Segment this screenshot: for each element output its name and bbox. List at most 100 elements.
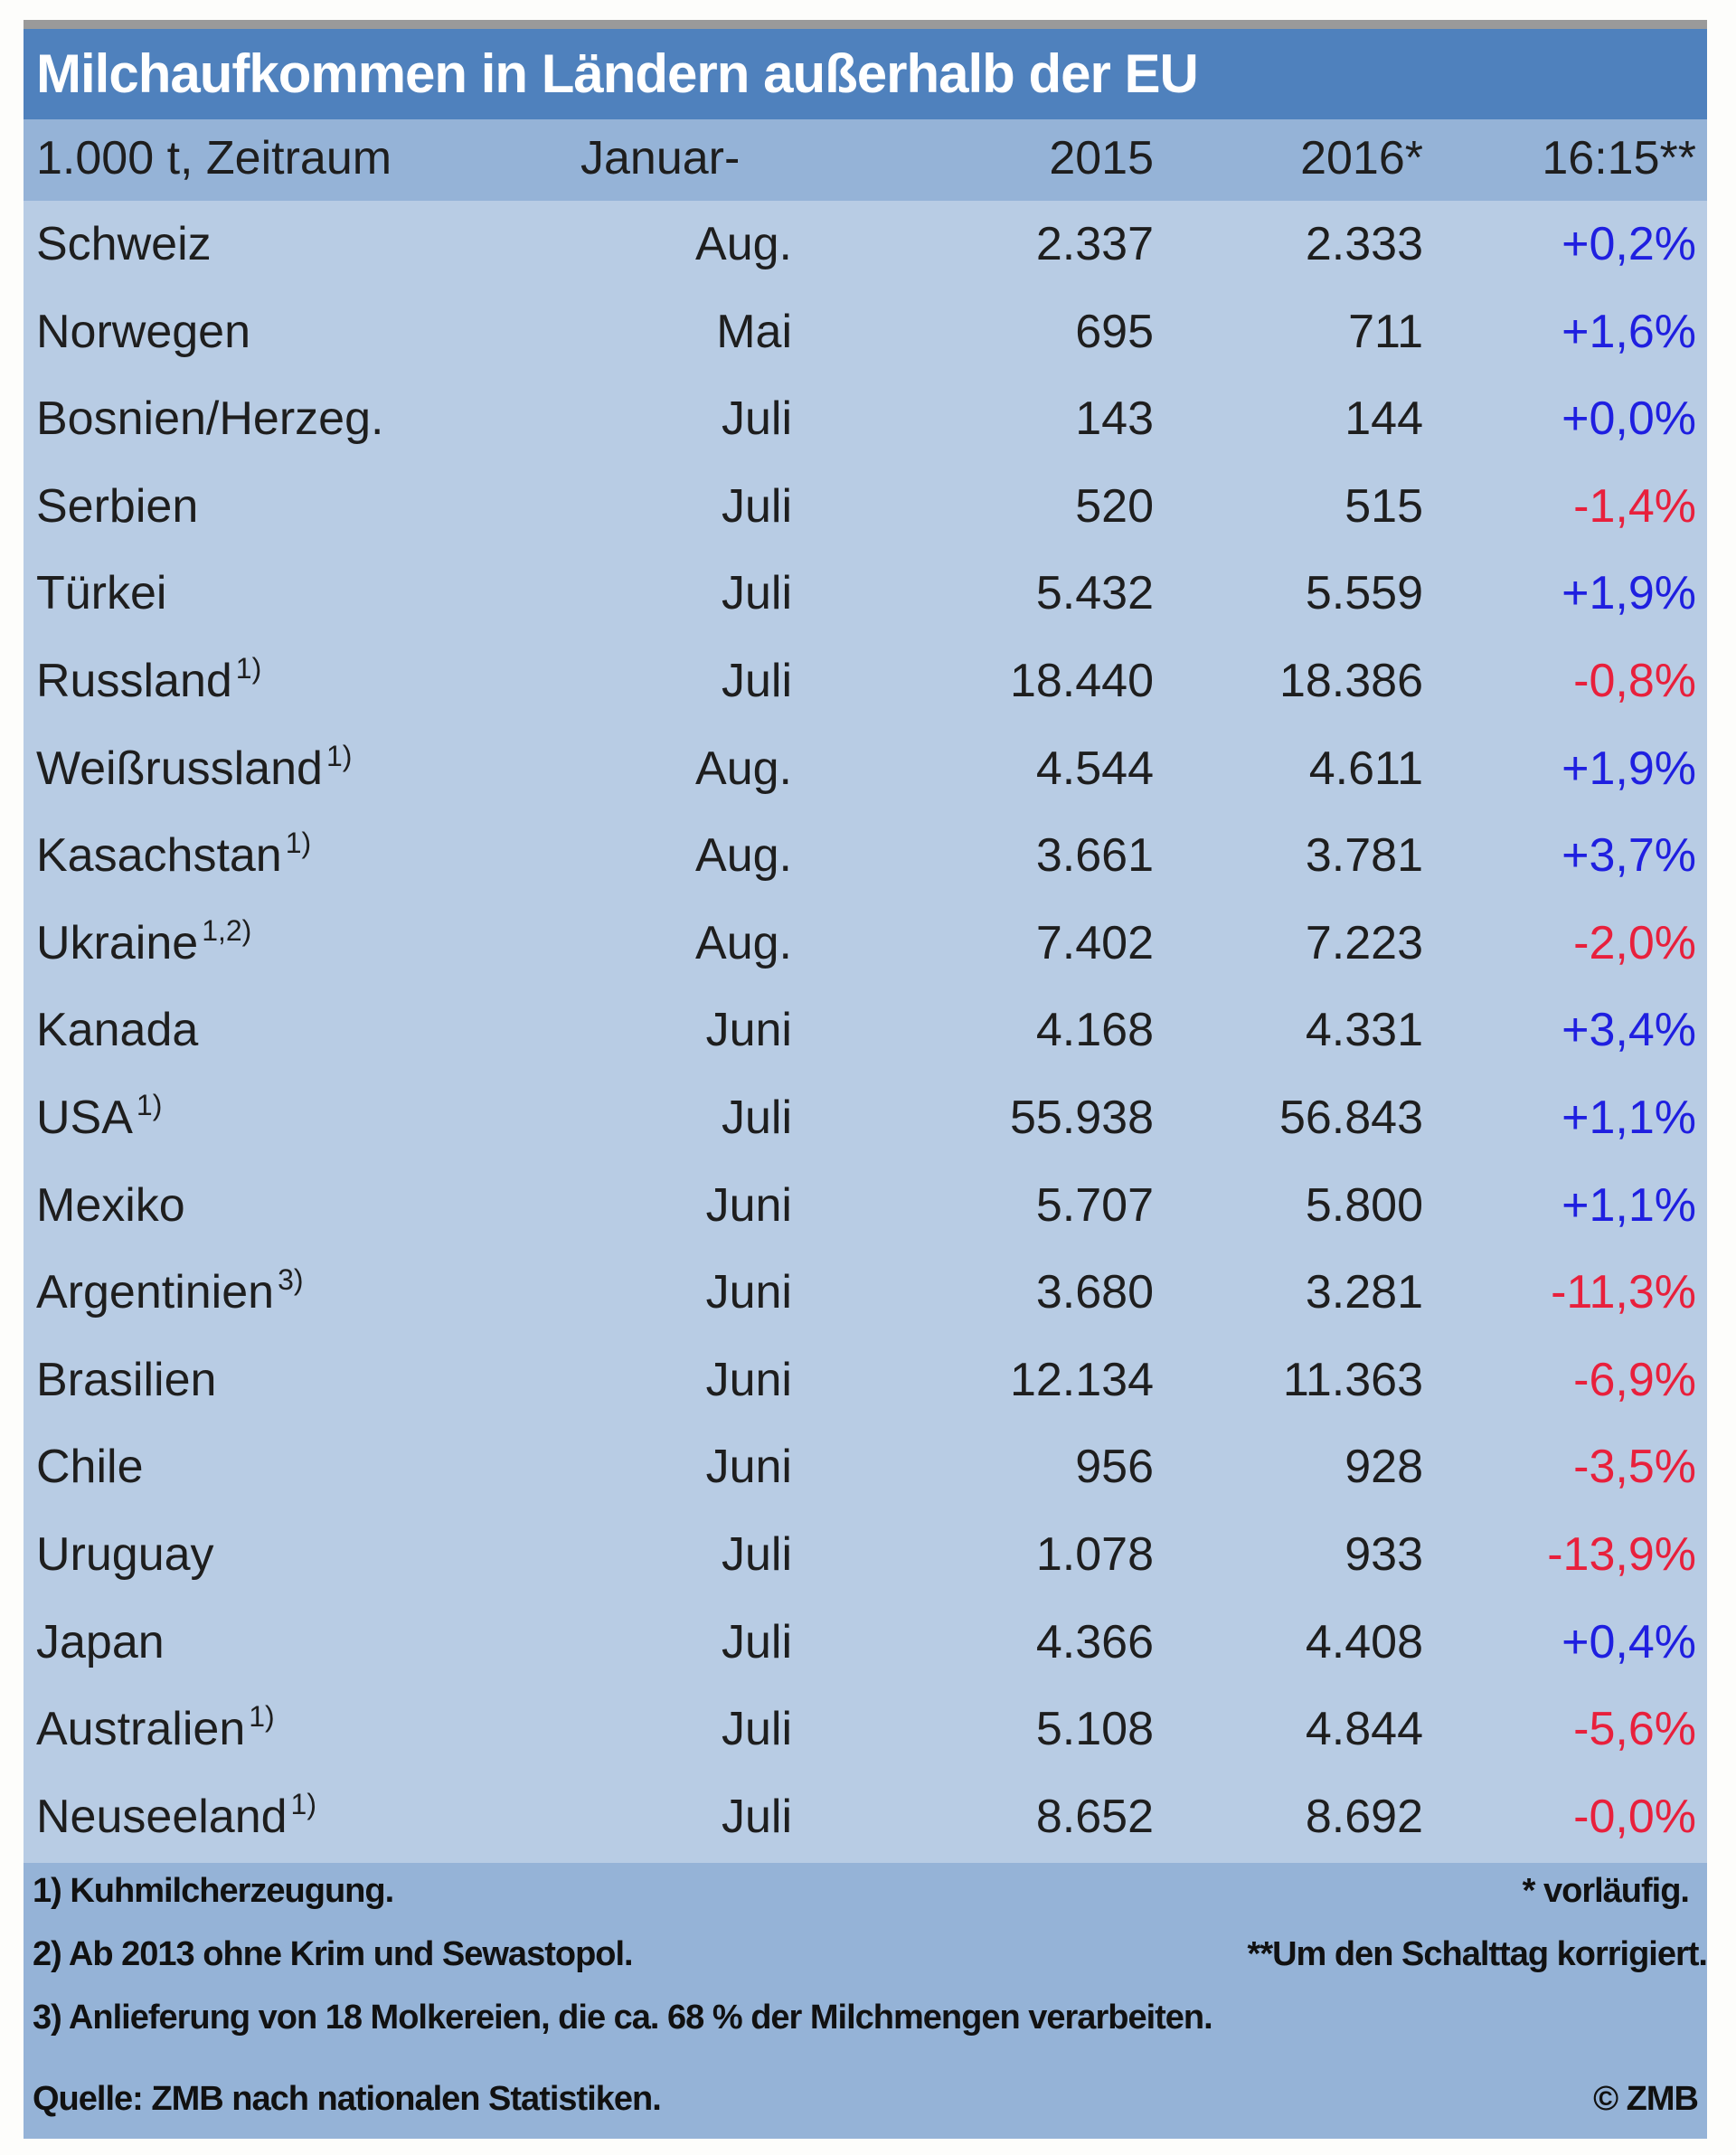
- change-cell: -0,0%: [1573, 1790, 1696, 1843]
- country-cell: USA 1): [36, 1074, 162, 1161]
- month-cell: Mai: [716, 305, 792, 358]
- value-2016-cell: 4.408: [1305, 1615, 1423, 1668]
- value-2015-cell: 55.938: [1009, 1091, 1154, 1144]
- value-2016-cell: 711: [1348, 305, 1423, 358]
- table-row: Australien 1) Juli 5.108 4.844 -5,6%: [24, 1686, 1707, 1773]
- country-name: Ukraine: [36, 916, 199, 969]
- country-name: USA: [36, 1091, 133, 1144]
- change-cell: +3,7%: [1561, 829, 1696, 883]
- change-cell: +1,6%: [1561, 305, 1696, 358]
- table-row: Chile Juni 956 928 -3,5%: [24, 1423, 1707, 1511]
- footnote-preliminary: * vorläufig.: [1522, 1872, 1690, 1910]
- country-cell: Uruguay: [36, 1511, 214, 1598]
- country-name: Kanada: [36, 1004, 199, 1057]
- change-cell: -3,5%: [1573, 1441, 1696, 1494]
- header-change: 16:15**: [1542, 132, 1696, 184]
- country-cell: Bosnien/Herzeg.: [36, 375, 383, 462]
- value-2015-cell: 18.440: [1009, 654, 1154, 707]
- country-name: Australien: [36, 1703, 246, 1756]
- country-cell: Weißrussland 1): [36, 725, 352, 812]
- footnote-ref: 1): [290, 1787, 316, 1820]
- table-row: Japan Juli 4.366 4.408 +0,4%: [24, 1599, 1707, 1687]
- month-cell: Juni: [705, 1266, 792, 1319]
- change-cell: +1,1%: [1561, 1178, 1696, 1232]
- country-cell: Neuseeland 1): [36, 1773, 316, 1860]
- month-cell: Juli: [721, 1615, 792, 1668]
- value-2016-cell: 5.800: [1305, 1178, 1423, 1232]
- value-2016-cell: 7.223: [1305, 916, 1423, 969]
- footnote-ref: 1): [136, 1088, 163, 1121]
- country-cell: Chile: [36, 1423, 144, 1510]
- value-2015-cell: 956: [1075, 1441, 1154, 1494]
- footnote-leap-day: **Um den Schalttag korrigiert.: [1247, 1935, 1708, 1973]
- change-cell: +3,4%: [1561, 1004, 1696, 1057]
- country-name: Uruguay: [36, 1527, 214, 1581]
- country-cell: Norwegen: [36, 288, 250, 375]
- value-2016-cell: 8.692: [1305, 1790, 1423, 1843]
- value-2016-cell: 515: [1344, 479, 1423, 533]
- value-2015-cell: 1.078: [1035, 1527, 1154, 1581]
- table-row: Argentinien 3) Juni 3.680 3.281 -11,3%: [24, 1249, 1707, 1337]
- table-row: Serbien Juli 520 515 -1,4%: [24, 463, 1707, 551]
- month-cell: Juli: [721, 392, 792, 446]
- value-2015-cell: 4.544: [1035, 742, 1154, 795]
- change-cell: -13,9%: [1547, 1527, 1696, 1581]
- table-footer: 1) Kuhmilcherzeugung. * vorläufig. 2) Ab…: [24, 1863, 1708, 2139]
- value-2016-cell: 4.611: [1308, 742, 1423, 795]
- value-2016-cell: 4.844: [1305, 1703, 1423, 1756]
- table-row: Neuseeland 1) Juli 8.652 8.692 -0,0%: [24, 1773, 1707, 1861]
- value-2016-cell: 2.333: [1305, 218, 1423, 270]
- table-body: Schweiz Aug. 2.337 2.333 +0,2% Norwegen Mai 695…: [24, 201, 1707, 1860]
- month-cell: Juni: [705, 1353, 792, 1406]
- country-cell: Japan: [36, 1599, 165, 1686]
- table-row: Türkei Juli 5.432 5.559 +1,9%: [24, 550, 1707, 638]
- value-2016-cell: 4.331: [1305, 1004, 1423, 1057]
- value-2015-cell: 5.707: [1035, 1178, 1154, 1232]
- header-2016: 2016*: [1300, 132, 1423, 184]
- top-border: [24, 20, 1707, 29]
- change-cell: +0,4%: [1561, 1615, 1696, 1668]
- country-cell: Schweiz: [36, 201, 212, 288]
- country-name: Türkei: [36, 567, 167, 620]
- header-row: 1.000 t, Zeitraum Januar- 2015 2016* 16:…: [24, 119, 1707, 201]
- month-cell: Juni: [705, 1441, 792, 1494]
- country-cell: Ukraine 1,2): [36, 900, 251, 987]
- footnote-ref: 1): [235, 651, 262, 685]
- country-name: Bosnien/Herzeg.: [36, 392, 384, 446]
- country-cell: Russland 1): [36, 638, 261, 724]
- month-cell: Juli: [721, 567, 792, 620]
- value-2016-cell: 3.281: [1305, 1266, 1423, 1319]
- table-row: Norwegen Mai 695 711 +1,6%: [24, 288, 1707, 376]
- value-2015-cell: 3.680: [1035, 1266, 1154, 1319]
- country-cell: Mexiko: [36, 1162, 185, 1249]
- country-name: Weißrussland: [36, 742, 323, 795]
- footnote-2: 2) Ab 2013 ohne Krim und Sewastopol.: [33, 1935, 634, 1973]
- source-note: Quelle: ZMB nach nationalen Statistiken.: [33, 2080, 662, 2118]
- table-row: Uruguay Juli 1.078 933 -13,9%: [24, 1511, 1707, 1599]
- footnote-ref: 3): [278, 1263, 304, 1297]
- value-2015-cell: 3.661: [1035, 829, 1154, 883]
- country-name: Argentinien: [36, 1266, 275, 1319]
- table-row: Kasachstan 1) Aug. 3.661 3.781 +3,7%: [24, 812, 1707, 900]
- country-cell: Australien 1): [36, 1686, 275, 1772]
- country-cell: Türkei: [36, 550, 166, 637]
- month-cell: Juli: [721, 1703, 792, 1756]
- table-title: Milchaufkommen in Ländern außerhalb der …: [24, 29, 1707, 119]
- country-name: Kasachstan: [36, 829, 282, 883]
- footnote-ref: 1,2): [202, 913, 252, 947]
- table-row: Brasilien Juni 12.134 11.363 -6,9%: [24, 1337, 1707, 1424]
- change-cell: +1,9%: [1561, 567, 1696, 620]
- value-2015-cell: 7.402: [1035, 916, 1154, 969]
- month-cell: Aug.: [695, 742, 792, 795]
- value-2015-cell: 2.337: [1035, 218, 1154, 270]
- value-2016-cell: 933: [1344, 1527, 1423, 1581]
- footnote-ref: 1): [249, 1700, 275, 1734]
- value-2016-cell: 11.363: [1282, 1353, 1423, 1406]
- month-cell: Juli: [721, 654, 792, 707]
- value-2015-cell: 520: [1075, 479, 1154, 533]
- value-2015-cell: 4.168: [1035, 1004, 1154, 1057]
- value-2016-cell: 928: [1344, 1441, 1423, 1494]
- change-cell: -5,6%: [1573, 1703, 1696, 1756]
- footnote-ref: 1): [285, 827, 312, 860]
- value-2015-cell: 8.652: [1035, 1790, 1154, 1843]
